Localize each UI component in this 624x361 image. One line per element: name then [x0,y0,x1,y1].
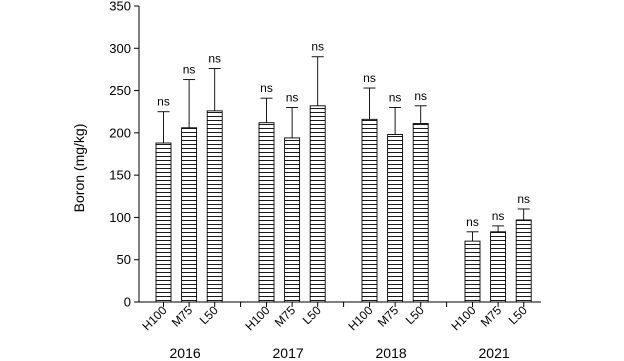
bar [206,110,223,303]
significance-label: ns [517,192,530,206]
group-label: 2016 [170,345,201,361]
x-category-label: L50 [403,303,427,327]
x-axis [139,301,541,307]
x-category-label: M75 [272,303,299,330]
bar [490,231,507,303]
significance-label: ns [208,52,221,66]
bar [284,137,301,303]
bar [309,105,326,303]
significance-label: ns [363,71,376,85]
x-category-label: H100 [345,303,375,333]
y-tick-label: 150 [109,168,131,183]
labels: ns H100 ns M75 ns L50 2016 ns H100 ns M75 ns L50 2017… [139,40,530,361]
significance-label: ns [260,81,273,95]
significance-label: ns [389,90,402,104]
y-tick-label: 350 [109,0,131,14]
bar [387,134,404,303]
significance-label: ns [286,90,299,104]
y-tick-label: 100 [109,210,131,225]
significance-label: ns [414,89,427,103]
significance-label: ns [183,63,196,77]
significance-label: ns [466,215,479,229]
x-category-label: H100 [448,303,478,333]
y-tick-label: 250 [109,83,131,98]
x-category-label: L50 [506,303,530,327]
group-label: 2018 [376,345,407,361]
x-category-label: M75 [169,303,196,330]
bar [464,240,481,303]
bar [155,142,172,303]
bar [515,219,532,303]
y-tick-label: 0 [124,295,131,310]
x-category-label: M75 [478,303,505,330]
x-category-label: L50 [197,303,221,327]
bars [155,56,532,303]
y-tick-label: 50 [117,252,131,267]
bar [181,127,198,303]
x-category-label: L50 [300,303,324,327]
x-category-label: H100 [242,303,272,333]
x-category-label: H100 [139,303,169,333]
significance-label: ns [157,95,170,109]
y-axis: 0 50 100 150 200 250 300 350 [109,0,140,310]
y-axis-title: Boron (mg/kg) [71,124,87,213]
group-label: 2021 [479,345,510,361]
x-category-label: M75 [375,303,402,330]
y-tick-label: 300 [109,41,131,56]
bar [412,123,429,303]
y-tick-label: 200 [109,125,131,140]
significance-label: ns [492,209,505,223]
bar [361,118,378,303]
bar [258,122,275,303]
significance-label: ns [311,40,324,54]
group-label: 2017 [273,345,304,361]
